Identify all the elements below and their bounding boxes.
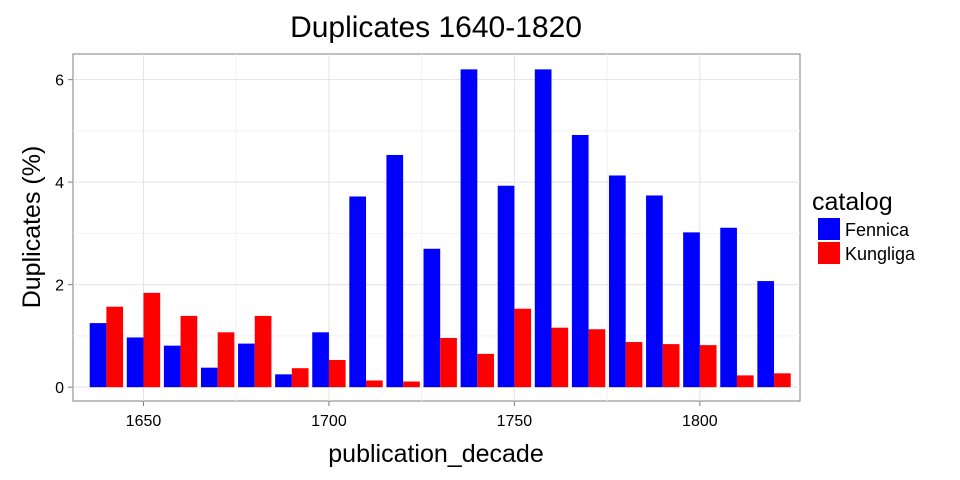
- bar-kungliga-1670: [217, 332, 235, 388]
- bar-kungliga-1720: [403, 381, 420, 388]
- bar-fennica-1730: [423, 248, 441, 388]
- bar-fennica-1750: [497, 185, 515, 388]
- x-tick-label: 1700: [311, 413, 347, 430]
- x-tick-label: 1800: [682, 413, 718, 430]
- bar-fennica-1810: [720, 227, 737, 388]
- legend-key-kungliga: [818, 242, 840, 264]
- bar-fennica-1670: [200, 367, 218, 388]
- bars: [89, 69, 791, 388]
- legend-label-kungliga: Kungliga: [845, 244, 916, 264]
- bar-kungliga-1640: [106, 306, 124, 388]
- bar-fennica-1740: [460, 69, 478, 388]
- bar-kungliga-1780: [625, 342, 643, 388]
- x-axis-title: publication_decade: [328, 440, 543, 468]
- bar-kungliga-1800: [699, 345, 717, 388]
- legend-key-fennica: [818, 218, 840, 240]
- bar-fennica-1660: [163, 345, 181, 388]
- x-tick-label: 1650: [126, 413, 162, 430]
- bar-fennica-1650: [126, 337, 144, 388]
- bar-kungliga-1760: [551, 327, 569, 388]
- bar-fennica-1760: [534, 69, 552, 388]
- y-tick-label: 2: [55, 278, 64, 295]
- bar-fennica-1680: [238, 343, 255, 388]
- bar-kungliga-1810: [736, 375, 754, 388]
- y-tick-label: 4: [55, 175, 64, 192]
- bar-fennica-1820: [757, 281, 775, 388]
- bar-fennica-1640: [89, 323, 107, 388]
- bar-fennica-1790: [646, 195, 663, 388]
- y-axis-ticks: 0 2 4 6: [55, 73, 73, 397]
- chart-title: Duplicates 1640-1820: [290, 11, 582, 44]
- bar-kungliga-1730: [440, 337, 457, 388]
- bar-fennica-1720: [386, 154, 404, 388]
- bar-kungliga-1700: [328, 359, 346, 388]
- x-axis-ticks: 1650 1700 1750 1800: [126, 401, 718, 430]
- y-tick-label: 6: [55, 73, 64, 90]
- x-tick-label: 1750: [497, 413, 533, 430]
- bar-fennica-1700: [312, 332, 329, 388]
- bar-kungliga-1710: [366, 380, 383, 388]
- bar-kungliga-1660: [180, 315, 198, 388]
- bar-kungliga-1740: [477, 353, 494, 388]
- bar-fennica-1800: [683, 232, 700, 388]
- bar-kungliga-1820: [774, 373, 791, 388]
- bar-fennica-1710: [349, 196, 367, 388]
- bar-kungliga-1680: [254, 315, 272, 388]
- bar-fennica-1770: [571, 134, 589, 388]
- bar-kungliga-1650: [143, 292, 161, 388]
- bar-kungliga-1770: [588, 329, 606, 388]
- legend-label-fennica: Fennica: [845, 220, 910, 240]
- bar-kungliga-1790: [662, 344, 680, 388]
- legend-title: catalog: [812, 188, 893, 216]
- bar-fennica-1780: [608, 175, 626, 388]
- bar-fennica-1690: [275, 374, 292, 388]
- y-tick-label: 0: [55, 380, 64, 397]
- bar-kungliga-1690: [291, 368, 309, 388]
- legend: catalog Fennica Kungliga: [812, 188, 916, 264]
- bar-kungliga-1750: [514, 308, 532, 388]
- y-axis-title: Duplicates (%): [18, 146, 46, 309]
